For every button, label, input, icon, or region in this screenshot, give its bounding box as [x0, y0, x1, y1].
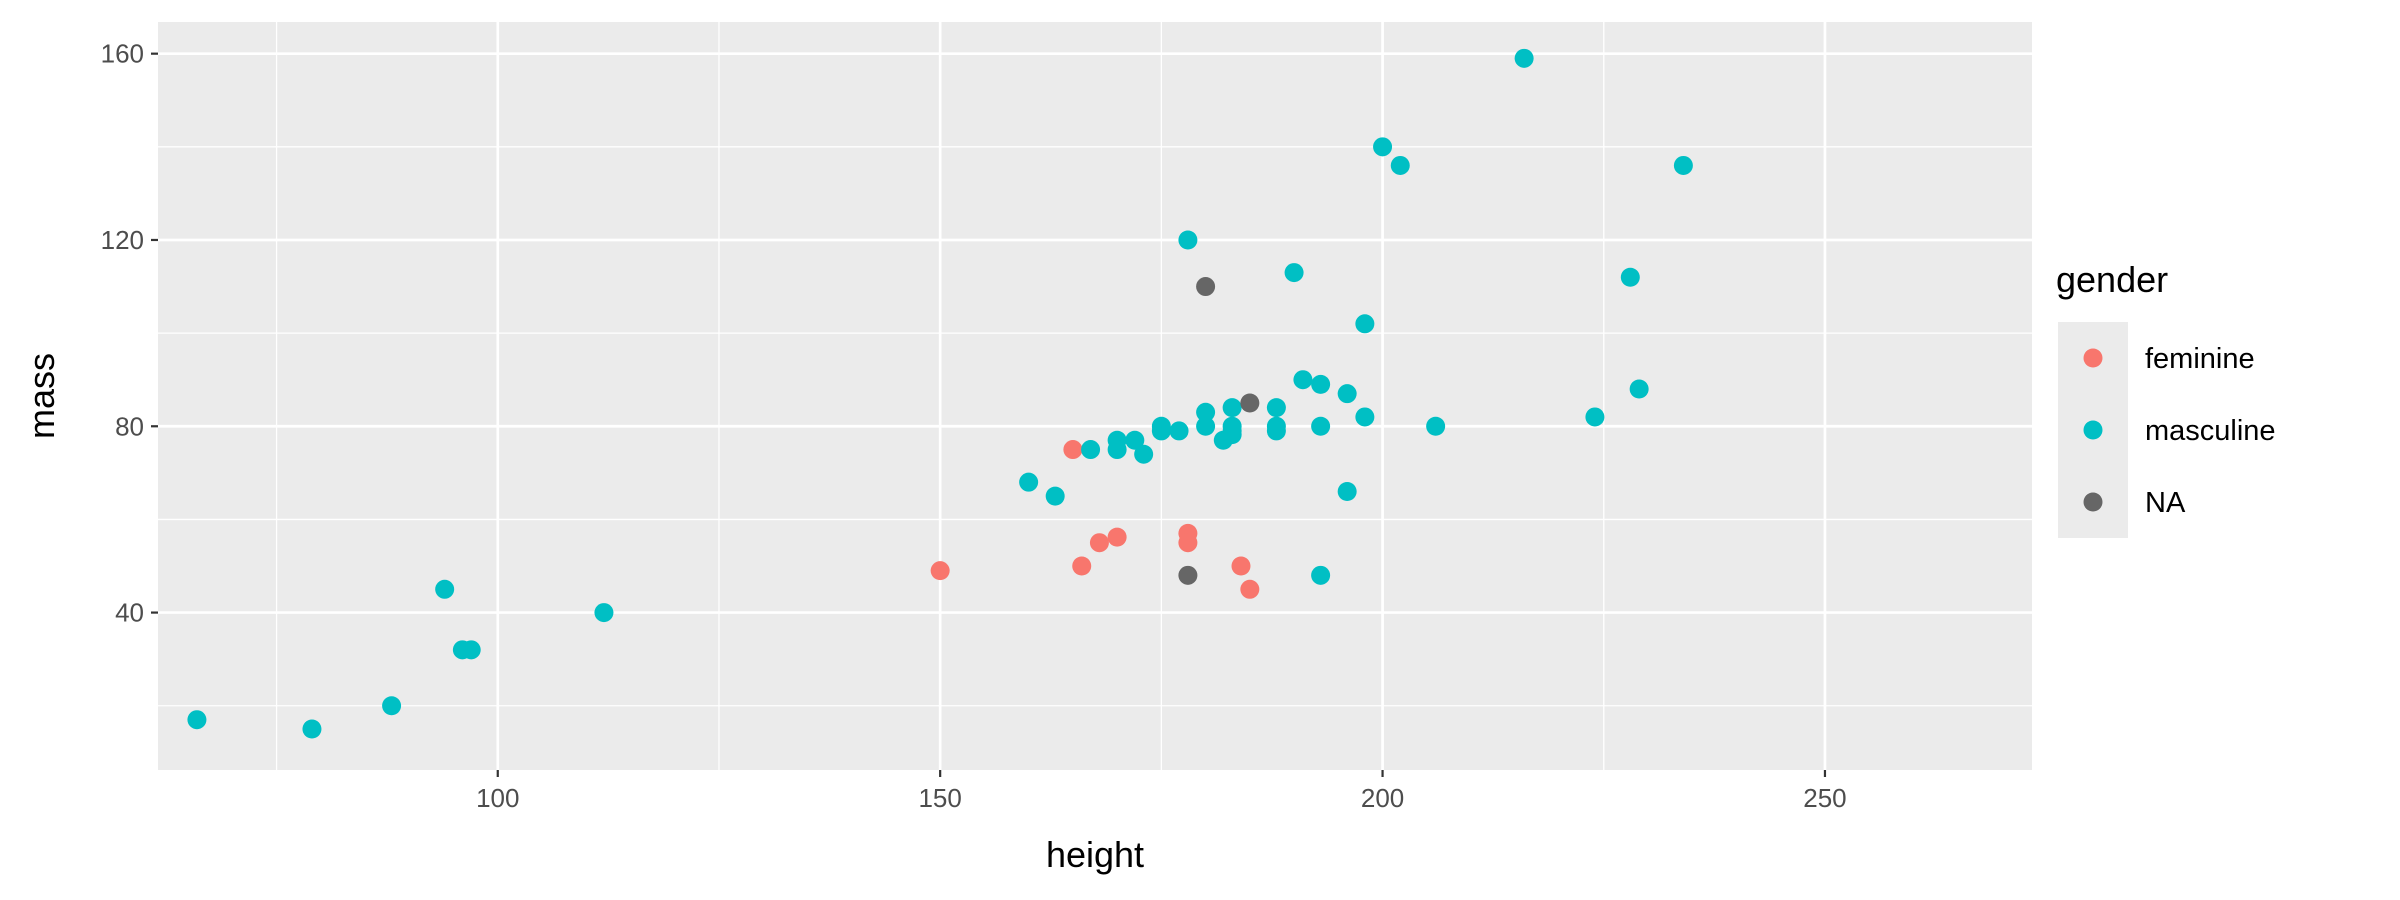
data-point-feminine: [1063, 440, 1083, 460]
x-tick-label: 100: [476, 783, 519, 813]
y-tick-label: 80: [115, 411, 144, 441]
data-point-masculine: [1337, 384, 1357, 404]
x-axis-title: height: [1046, 834, 1144, 875]
data-point-masculine: [187, 710, 207, 730]
legend-label-feminine: feminine: [2145, 343, 2255, 375]
data-point-masculine: [1266, 421, 1286, 441]
data-point-masculine: [594, 603, 614, 623]
data-point-masculine: [302, 719, 322, 739]
data-point-feminine: [1231, 556, 1251, 576]
data-point-masculine: [1514, 48, 1534, 68]
data-point-na: [1196, 277, 1216, 297]
data-point-masculine: [1629, 379, 1649, 399]
data-point-masculine: [382, 696, 402, 716]
data-point-masculine: [1222, 398, 1242, 418]
y-tick-label: 160: [101, 39, 144, 69]
minor-gridlines: [158, 22, 2032, 770]
legend-label-na: NA: [2145, 487, 2186, 519]
data-point-masculine: [1196, 416, 1216, 436]
data-point-masculine: [1222, 421, 1242, 441]
data-point-feminine: [1178, 533, 1198, 553]
y-tick-label: 120: [101, 225, 144, 255]
legend: gender feminine masculine NA: [2056, 259, 2276, 538]
data-point-masculine: [1673, 155, 1693, 175]
data-point-na: [1178, 565, 1198, 585]
data-points: [187, 48, 1693, 739]
legend-title: gender: [2056, 259, 2168, 300]
legend-marker-masculine: [2083, 420, 2103, 440]
data-point-masculine: [1311, 416, 1331, 436]
data-point-masculine: [1045, 486, 1065, 506]
legend-marker-na: [2083, 492, 2103, 512]
x-axis-ticks: 100 150 200 250: [476, 770, 1847, 813]
data-point-masculine: [1373, 137, 1393, 157]
data-point-masculine: [1134, 444, 1154, 464]
y-axis-title: mass: [21, 353, 62, 439]
panel-background: [158, 22, 2032, 770]
y-axis-ticks: 40 80 120 160: [101, 39, 158, 628]
data-point-masculine: [1426, 416, 1446, 436]
data-point-masculine: [1293, 370, 1313, 390]
x-tick-label: 150: [918, 783, 961, 813]
data-point-na: [1240, 393, 1260, 413]
data-point-masculine: [435, 579, 455, 599]
data-point-masculine: [1620, 267, 1640, 287]
legend-keys: feminine masculine NA: [2083, 343, 2276, 519]
data-point-masculine: [1081, 440, 1101, 460]
data-point-masculine: [1266, 398, 1286, 418]
data-point-masculine: [1284, 263, 1304, 283]
data-point-masculine: [461, 640, 481, 660]
legend-marker-feminine: [2083, 348, 2103, 368]
data-point-masculine: [1355, 407, 1375, 427]
data-point-masculine: [1178, 230, 1198, 250]
x-tick-label: 200: [1361, 783, 1404, 813]
data-point-masculine: [1019, 472, 1039, 492]
data-point-feminine: [1107, 527, 1127, 547]
data-point-feminine: [1089, 533, 1109, 553]
data-point-masculine: [1311, 374, 1331, 394]
x-tick-label: 250: [1803, 783, 1846, 813]
data-point-masculine: [1390, 155, 1410, 175]
data-point-masculine: [1311, 565, 1331, 585]
data-point-masculine: [1355, 314, 1375, 334]
data-point-masculine: [1337, 481, 1357, 501]
data-point-masculine: [1125, 430, 1145, 450]
data-point-masculine: [1585, 407, 1605, 427]
y-tick-label: 40: [115, 598, 144, 628]
data-point-masculine: [1169, 421, 1189, 441]
data-point-feminine: [930, 561, 950, 581]
legend-label-masculine: masculine: [2145, 415, 2276, 447]
data-point-masculine: [1107, 440, 1127, 460]
data-point-masculine: [1196, 402, 1216, 422]
data-point-feminine: [1072, 556, 1092, 576]
data-point-feminine: [1240, 579, 1260, 599]
data-point-masculine: [1151, 421, 1171, 441]
